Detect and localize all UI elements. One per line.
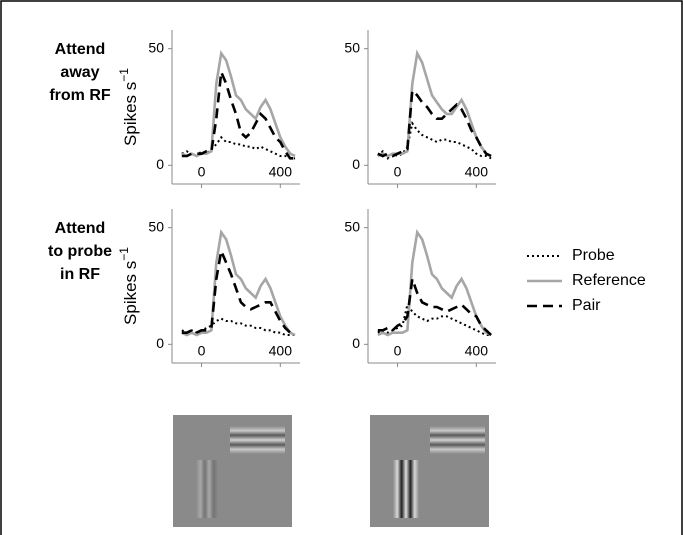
legend-label: Pair xyxy=(572,297,601,314)
row-label: to probe xyxy=(48,243,112,260)
series-line xyxy=(377,228,492,337)
y-tick-label: 0 xyxy=(156,156,164,172)
x-tick-label: 0 xyxy=(394,343,402,359)
row-label: Attend xyxy=(55,220,106,237)
y-tick-label: 0 xyxy=(156,335,164,351)
y-axis-label-text: Spikes s xyxy=(121,261,140,325)
row-label: Attend xyxy=(55,41,106,58)
series-line xyxy=(181,71,296,160)
x-tick-label: 0 xyxy=(198,343,206,359)
series-line xyxy=(377,120,492,160)
x-tick-label: 400 xyxy=(269,343,293,359)
series-line xyxy=(377,278,492,336)
y-tick-label: 0 xyxy=(352,156,360,172)
y-tick-label: 50 xyxy=(344,218,360,234)
y-tick-label: 50 xyxy=(148,218,164,234)
stimulus-1 xyxy=(173,415,292,527)
row-label: away xyxy=(60,64,99,81)
legend-label: Probe xyxy=(572,247,615,264)
row-label: in RF xyxy=(60,266,100,283)
y-axis-label: Spikes s−1 xyxy=(117,68,140,146)
x-tick-label: 400 xyxy=(465,164,489,180)
series-line xyxy=(377,49,492,158)
y-axis-label-exponent: −1 xyxy=(117,68,131,82)
y-tick-label: 50 xyxy=(148,39,164,55)
x-tick-label: 0 xyxy=(394,164,402,180)
series-line xyxy=(181,246,296,337)
y-axis-label-text: Spikes s xyxy=(121,82,140,146)
y-tick-label: 0 xyxy=(352,335,360,351)
x-tick-label: 400 xyxy=(269,164,293,180)
series-line xyxy=(181,228,296,337)
series-line xyxy=(181,135,296,160)
x-tick-label: 0 xyxy=(198,164,206,180)
x-tick-label: 400 xyxy=(465,343,489,359)
y-axis-label-exponent: −1 xyxy=(117,247,131,261)
y-tick-label: 50 xyxy=(344,39,360,55)
legend-label: Reference xyxy=(572,272,646,289)
series-line xyxy=(377,87,492,158)
series-line xyxy=(377,302,492,336)
row-label: from RF xyxy=(49,87,111,104)
y-axis-label: Spikes s−1 xyxy=(117,247,140,325)
stimulus-2 xyxy=(370,415,489,527)
